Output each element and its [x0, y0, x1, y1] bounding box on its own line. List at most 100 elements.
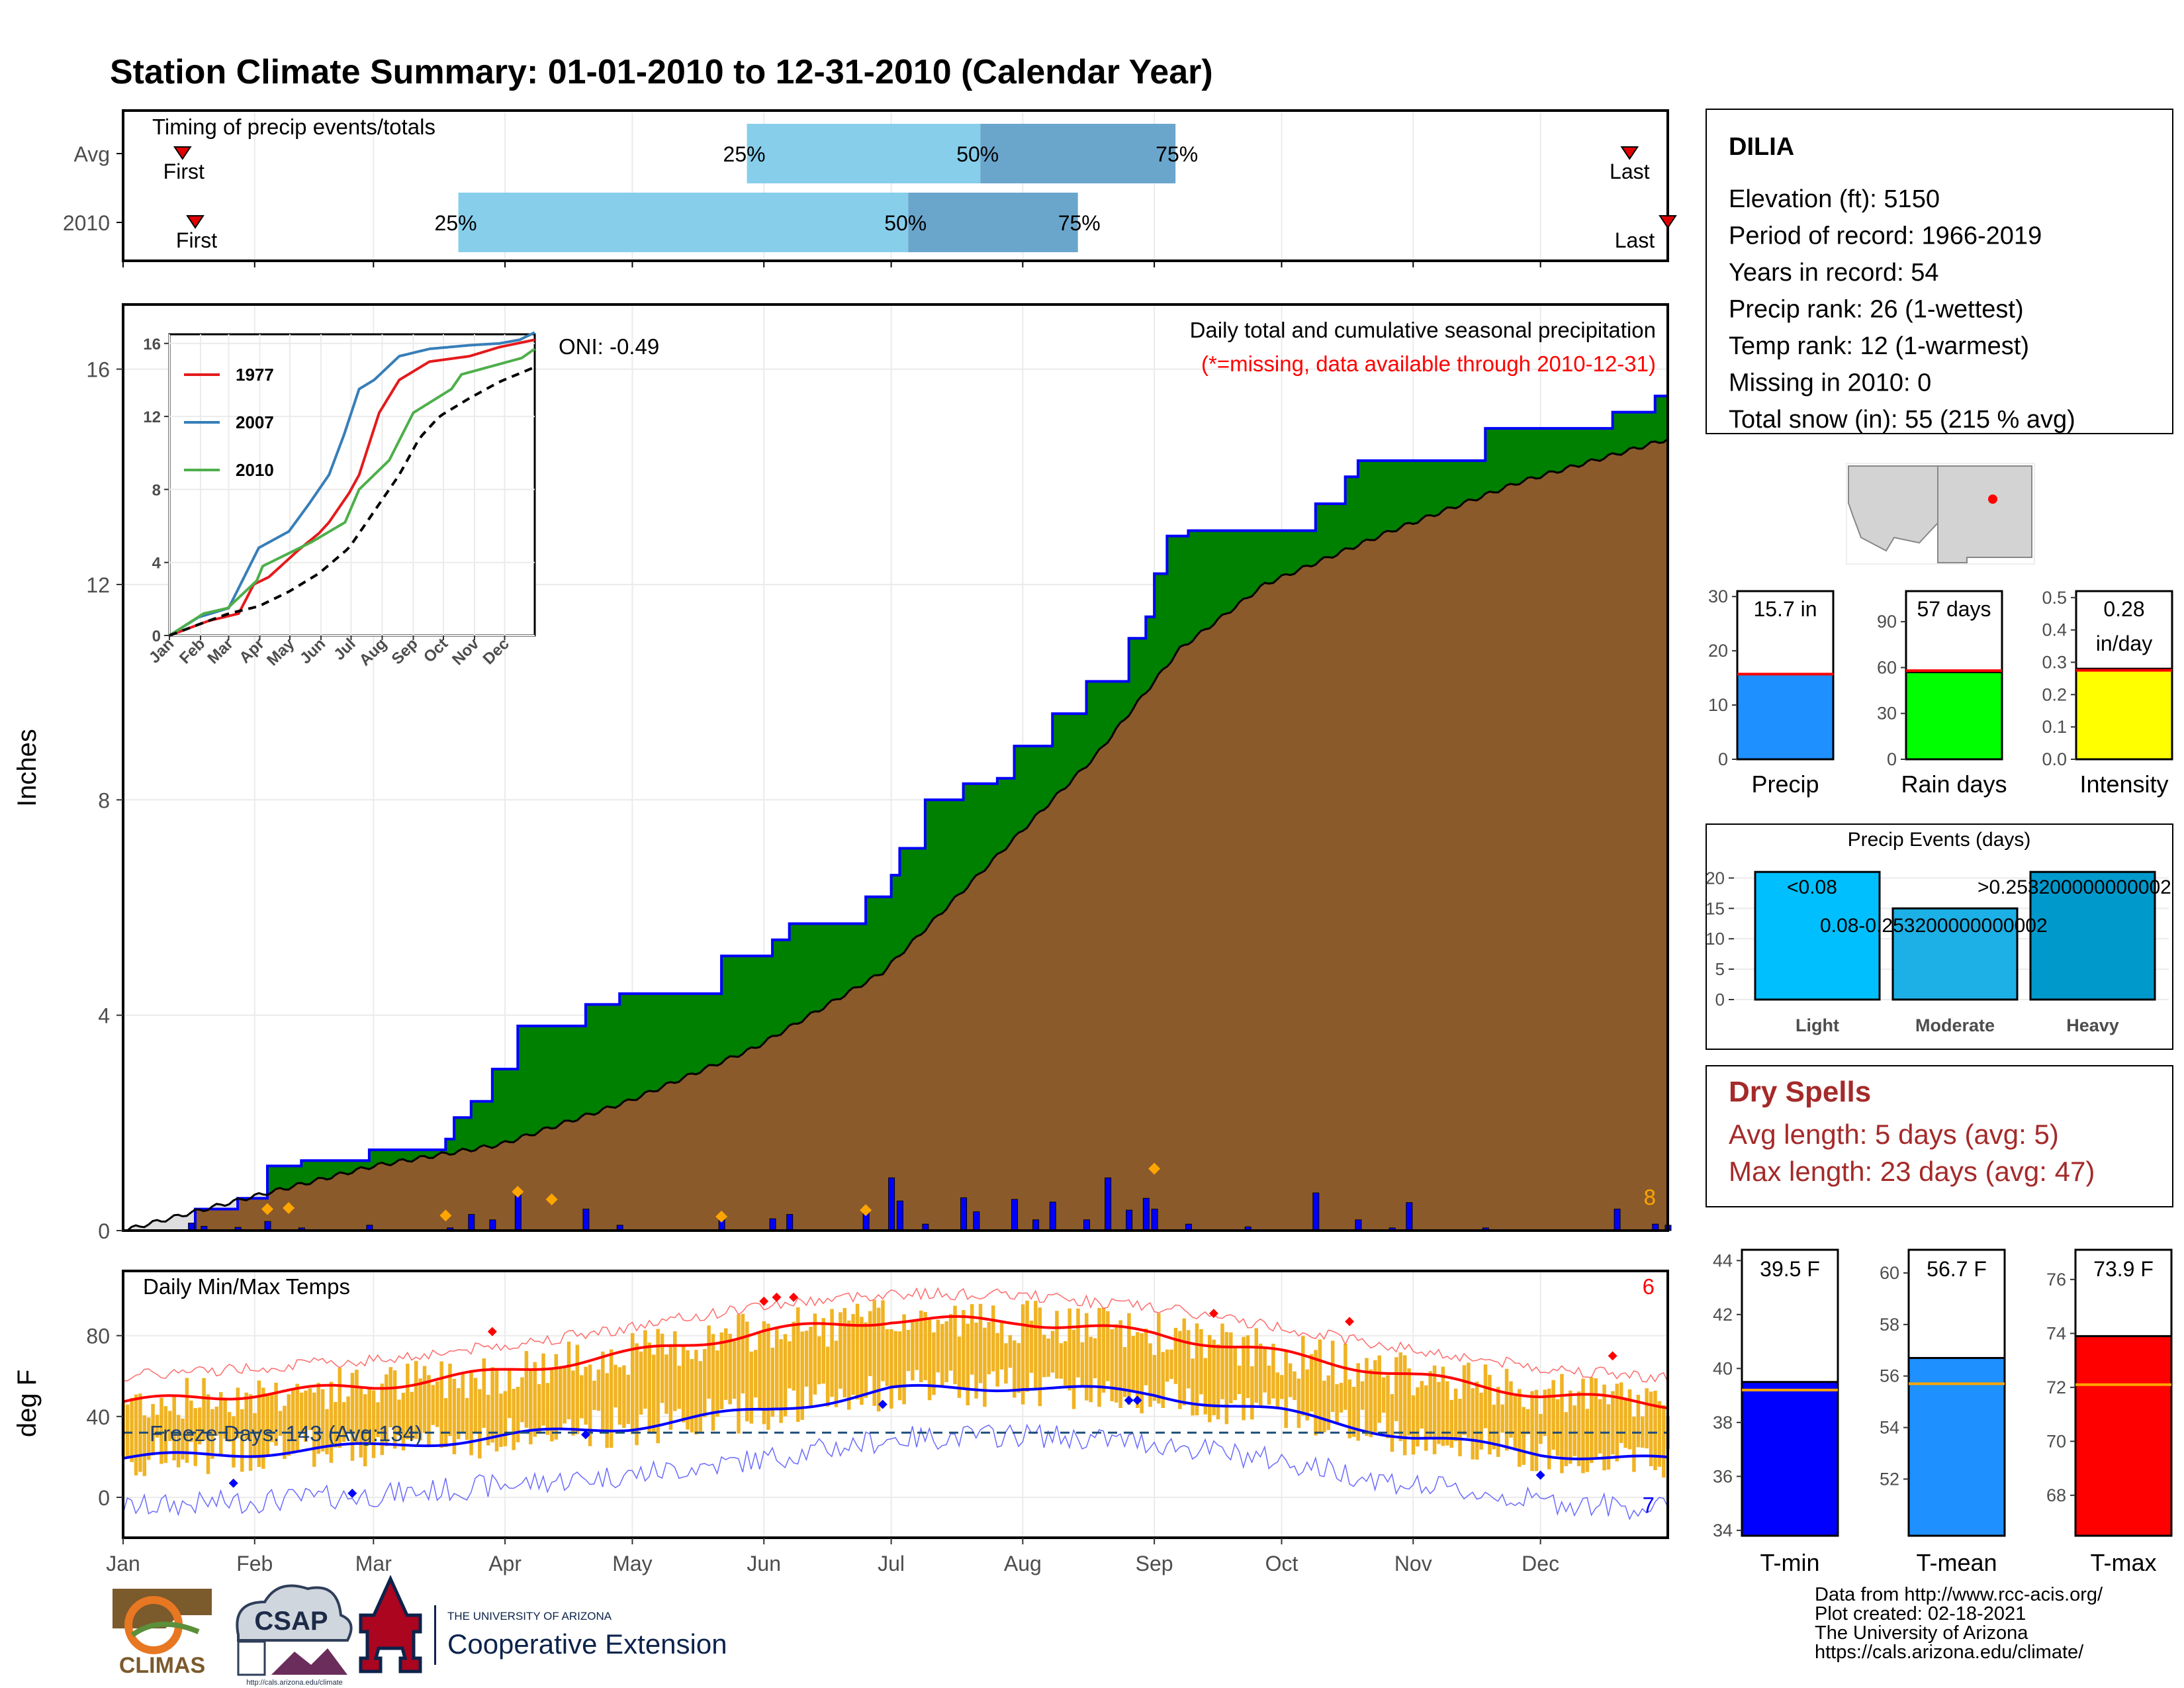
- daily-temp-range-bar: [1191, 1358, 1195, 1416]
- daily-temp-range-bar: [1297, 1378, 1301, 1429]
- csap-logo: CSAP http://cals.arizona.edu/climate: [236, 1584, 353, 1687]
- stat-bar-tick-label: 0: [1887, 749, 1897, 769]
- daily-temp-range-bar: [1518, 1389, 1522, 1467]
- month-tick-label: Feb: [236, 1552, 273, 1575]
- daily-temp-range-bar: [1233, 1348, 1237, 1401]
- daily-temp-range-bar: [948, 1314, 953, 1371]
- daily-temp-range-bar: [605, 1373, 609, 1448]
- daily-temp-range-bar: [520, 1377, 524, 1423]
- daily-temp-range-bar: [422, 1366, 427, 1433]
- daily-temp-range-bar: [388, 1367, 392, 1428]
- daily-temp-range-bar: [1050, 1331, 1055, 1373]
- last-event-label: Last: [1610, 160, 1650, 183]
- stat-bar-tick-label: 20: [1708, 641, 1728, 661]
- daily-temp-range-bar: [1543, 1389, 1547, 1436]
- timing-row-label: 2010: [63, 211, 110, 235]
- daily-temp-range-bar: [278, 1411, 283, 1436]
- daily-temp-range-bar: [172, 1394, 176, 1461]
- daily-temp-range-bar: [1437, 1382, 1441, 1444]
- daily-temp-range-bar: [529, 1369, 533, 1444]
- temp-bar-tick-label: 42: [1713, 1305, 1733, 1325]
- daily-temp-range-bar: [1199, 1329, 1203, 1395]
- daily-temp-range-bar: [214, 1406, 219, 1436]
- daily-temp-range-bar: [461, 1372, 465, 1434]
- daily-temp-range-bar: [580, 1375, 584, 1419]
- daily-temp-range-bar: [431, 1385, 435, 1425]
- temp-y-tick-label: 0: [98, 1486, 110, 1510]
- daily-temp-range-bar: [983, 1327, 987, 1407]
- temp-bar-tick-label: 40: [1713, 1358, 1733, 1378]
- daily-temp-range-bar: [1475, 1382, 1479, 1460]
- precip-y-tick-label: 4: [98, 1004, 110, 1028]
- events-category-label: Moderate: [1915, 1015, 1995, 1035]
- daily-temp-range-bar: [626, 1374, 631, 1425]
- freeze-days-label: Freeze Days: 143 (Avg:134): [150, 1421, 422, 1446]
- daily-temp-range-bar: [919, 1310, 923, 1383]
- daily-temp-range-bar: [253, 1413, 257, 1458]
- ua-coop-extension: Cooperative Extension: [447, 1628, 727, 1660]
- stat-bar-label: Intensity: [2079, 771, 2168, 798]
- temp-bar-tick-label: 70: [2046, 1431, 2066, 1451]
- daily-temp-range-bar: [1250, 1366, 1254, 1420]
- record-low-marker: [1535, 1470, 1545, 1480]
- events-tick-label: 5: [1715, 959, 1725, 979]
- daily-temp-range-bar: [469, 1370, 473, 1456]
- temp-y-tick-label: 80: [86, 1325, 110, 1348]
- daily-temp-range-bar: [202, 1378, 206, 1440]
- daily-temp-range-bar: [1110, 1329, 1115, 1401]
- daily-temp-range-bar: [1636, 1394, 1641, 1448]
- daily-precip-bar: [896, 1200, 903, 1231]
- daily-temp-range-bar: [125, 1404, 130, 1459]
- temp-bar-tick-label: 58: [1880, 1315, 1899, 1335]
- quartile-box-50-75: [908, 193, 1078, 252]
- events-bar: [2029, 870, 2156, 1001]
- daily-temp-range-bar: [210, 1409, 214, 1459]
- daily-temp-range-bar: [189, 1400, 193, 1442]
- daily-temp-range-bar: [151, 1403, 155, 1456]
- month-tick-label: Jul: [878, 1552, 905, 1575]
- ua-divider: [434, 1605, 436, 1665]
- record-max-line: [122, 1287, 1668, 1383]
- daily-temp-range-bar: [1467, 1362, 1471, 1438]
- last-event-label: Last: [1615, 228, 1655, 252]
- stat-bar-value: [1905, 671, 2003, 761]
- oni-label: ONI: -0.49: [559, 334, 659, 359]
- daily-temp-range-bar: [1653, 1390, 1657, 1470]
- daily-temp-range-bar: [1220, 1323, 1224, 1399]
- daily-precip-bar: [1312, 1192, 1320, 1231]
- first-event-label: First: [176, 228, 217, 252]
- temp-y-tick-label: 40: [86, 1405, 110, 1429]
- credit-line: Data from http://www.rcc-acis.org/: [1815, 1584, 2103, 1605]
- logos: CLIMAS CSAP http://cals.arizona.edu/clim…: [113, 1574, 727, 1687]
- daily-temp-range-bar: [168, 1411, 172, 1442]
- events-tick-label: 20: [1706, 868, 1725, 888]
- daily-temp-range-bar: [1173, 1327, 1178, 1384]
- temp-bar-tick-label: 38: [1713, 1413, 1733, 1432]
- daily-temp-range-bar: [1453, 1388, 1458, 1442]
- daily-temp-range-bar: [1602, 1384, 1606, 1471]
- daily-temp-range-bar: [792, 1321, 796, 1391]
- daily-temp-range-bar: [1539, 1413, 1543, 1444]
- daily-temp-range-bar: [1522, 1407, 1525, 1465]
- record-high-marker: [487, 1327, 497, 1336]
- daily-temp-range-bar: [1038, 1307, 1042, 1407]
- climas-logo: CLIMAS: [113, 1589, 212, 1678]
- daily-temp-range-bar: [1390, 1393, 1394, 1452]
- daily-temp-range-bar: [1509, 1381, 1513, 1438]
- temp-bar-tick-label: 44: [1713, 1250, 1733, 1270]
- daily-temp-range-bar: [770, 1347, 775, 1417]
- daily-temp-range-bar: [762, 1321, 766, 1425]
- daily-temp-range-bar: [906, 1329, 911, 1372]
- snow-marker: [860, 1204, 872, 1217]
- daily-temp-range-bar: [1555, 1399, 1560, 1456]
- daily-precip-bar: [582, 1208, 590, 1231]
- daily-temp-range-bar: [1572, 1405, 1576, 1456]
- temp-panel-title: Daily Min/Max Temps: [143, 1274, 350, 1299]
- daily-temp-range-bar: [291, 1389, 295, 1454]
- stat-bar-value-label: 57 days: [1917, 597, 1991, 621]
- q50-label: 50%: [956, 142, 999, 166]
- record-high-marker: [789, 1292, 799, 1302]
- daily-temp-range-bar: [902, 1314, 906, 1405]
- daily-temp-range-bar: [1305, 1369, 1309, 1421]
- credit-line: The University of Arizona: [1815, 1622, 2028, 1644]
